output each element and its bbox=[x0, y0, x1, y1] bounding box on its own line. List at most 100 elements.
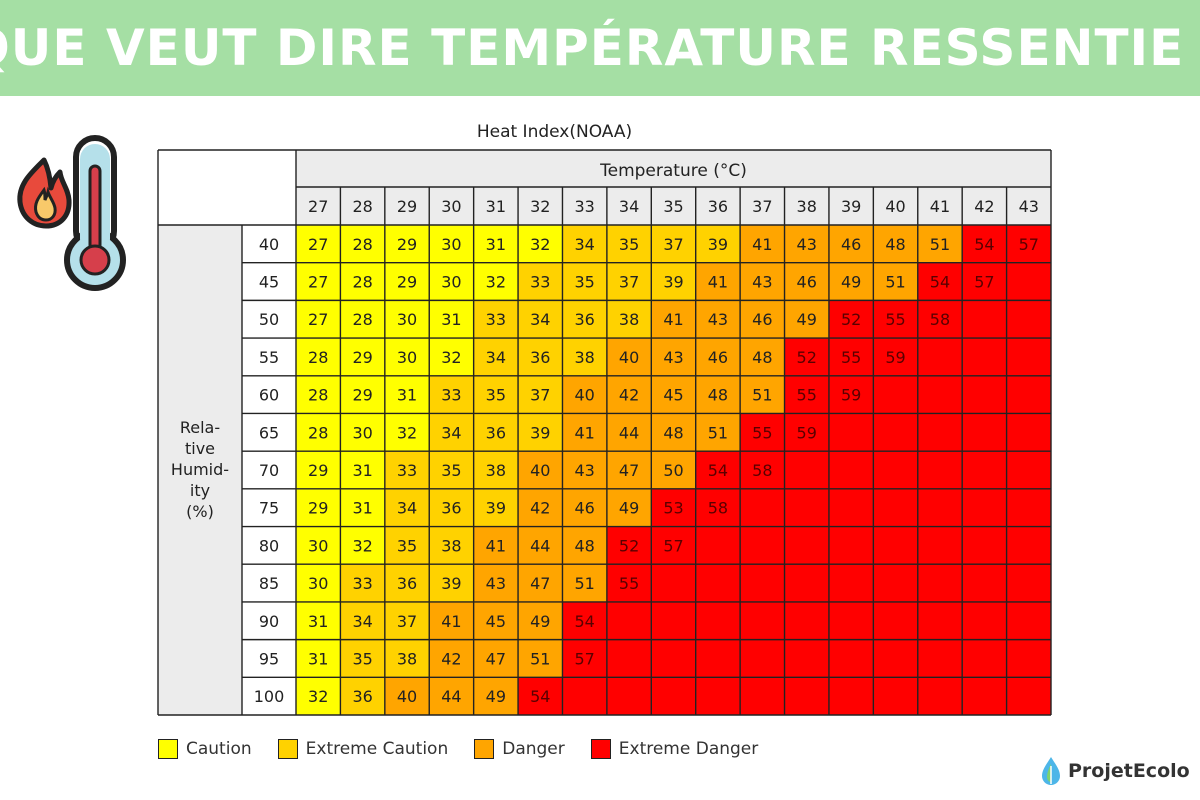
heat-cell-label: 45 bbox=[486, 612, 506, 631]
heat-cell-label: 31 bbox=[486, 235, 506, 254]
heat-cell bbox=[962, 677, 1007, 715]
heat-cell bbox=[429, 262, 474, 301]
heat-cell-label: 35 bbox=[486, 386, 506, 405]
heat-cell bbox=[518, 338, 563, 376]
heat-cell-label: 27 bbox=[308, 310, 328, 329]
heat-cell bbox=[828, 262, 874, 301]
thermometer-fire-icon bbox=[17, 135, 126, 291]
heat-cell-label: 59 bbox=[885, 348, 905, 367]
heat-cell bbox=[340, 488, 385, 527]
heat-cell bbox=[873, 225, 918, 263]
heat-cell-label: 27 bbox=[308, 273, 328, 292]
heat-cell-label: 41 bbox=[708, 273, 728, 292]
legend-swatch-extreme-danger bbox=[590, 739, 611, 759]
heat-cell-label: 36 bbox=[530, 348, 550, 367]
y-tick-label: 65 bbox=[259, 423, 279, 442]
heat-cell-label: 43 bbox=[574, 461, 594, 480]
heat-cell-label: 37 bbox=[619, 273, 639, 292]
heat-cell bbox=[518, 639, 563, 678]
legend-label-extreme-caution: Extreme Caution bbox=[305, 739, 449, 759]
heat-cell bbox=[917, 601, 963, 640]
heat-cell bbox=[784, 526, 829, 565]
heat-cell-label: 35 bbox=[619, 235, 639, 254]
heat-cell bbox=[917, 639, 963, 678]
brand-logo[interactable]: ProjetEcolo bbox=[1040, 756, 1190, 786]
heat-cell-label: 38 bbox=[441, 536, 461, 555]
heat-cell bbox=[296, 677, 341, 715]
y-tick-label: 50 bbox=[259, 310, 279, 329]
heat-cell bbox=[518, 262, 563, 301]
heat-cell-label: 43 bbox=[797, 235, 817, 254]
heat-cell bbox=[784, 677, 829, 715]
x-tick-label: 39 bbox=[841, 197, 861, 216]
heat-cell bbox=[651, 375, 696, 414]
heat-cell bbox=[740, 375, 785, 414]
heat-cell bbox=[296, 639, 341, 678]
leaf-drop-icon bbox=[1042, 757, 1060, 785]
heat-cell-label: 57 bbox=[574, 649, 594, 668]
heat-cell bbox=[340, 375, 385, 414]
heat-cell-label: 39 bbox=[486, 499, 506, 518]
heat-cell-label: 54 bbox=[930, 273, 950, 292]
heat-cell bbox=[917, 300, 963, 339]
heat-cell-label: 30 bbox=[397, 348, 417, 367]
heat-cell bbox=[917, 225, 963, 263]
y-tick-label: 75 bbox=[259, 499, 279, 518]
heat-cell bbox=[384, 262, 430, 301]
heat-cell-label: 32 bbox=[397, 423, 417, 442]
heat-cell-label: 43 bbox=[708, 310, 728, 329]
heat-cell-label: 32 bbox=[530, 235, 550, 254]
x-tick-label: 35 bbox=[663, 197, 683, 216]
heat-cell-label: 44 bbox=[441, 687, 461, 706]
heat-cell-label: 49 bbox=[486, 687, 506, 706]
heat-cell bbox=[917, 413, 963, 452]
x-tick-label: 42 bbox=[974, 197, 994, 216]
legend-item-danger: Danger bbox=[474, 739, 565, 759]
heat-cell bbox=[562, 564, 607, 602]
heat-cell bbox=[606, 413, 652, 452]
heat-cell bbox=[473, 375, 519, 414]
heat-cell bbox=[340, 677, 385, 715]
heat-cell-label: 55 bbox=[797, 386, 817, 405]
heat-cell bbox=[562, 262, 607, 301]
heat-cell bbox=[962, 451, 1007, 489]
heat-cell bbox=[562, 601, 607, 640]
heat-cell bbox=[962, 488, 1007, 527]
x-axis-label: Temperature (°C) bbox=[599, 161, 747, 181]
heat-cell-label: 41 bbox=[486, 536, 506, 555]
x-tick-label: 34 bbox=[619, 197, 639, 216]
heat-cell bbox=[740, 564, 785, 602]
heat-cell bbox=[562, 300, 607, 339]
heat-cell-label: 28 bbox=[308, 386, 328, 405]
heat-cell bbox=[651, 488, 696, 527]
heat-cell-label: 45 bbox=[663, 386, 683, 405]
y-tick-label: 80 bbox=[259, 536, 279, 555]
heat-cell-label: 41 bbox=[752, 235, 772, 254]
heat-cell bbox=[740, 300, 785, 339]
heat-cell-label: 35 bbox=[441, 461, 461, 480]
heat-cell bbox=[873, 262, 918, 301]
heat-cell-label: 37 bbox=[397, 612, 417, 631]
heat-cell bbox=[917, 262, 963, 301]
heat-cell bbox=[340, 526, 385, 565]
heat-cell bbox=[1006, 338, 1051, 376]
x-tick-label: 31 bbox=[486, 197, 506, 216]
heat-cell-label: 54 bbox=[974, 235, 994, 254]
heat-cell-label: 34 bbox=[574, 235, 594, 254]
heat-cell bbox=[518, 451, 563, 489]
heat-cell-label: 30 bbox=[441, 273, 461, 292]
heat-cell-label: 52 bbox=[841, 310, 861, 329]
heat-cell-label: 55 bbox=[841, 348, 861, 367]
heat-cell-label: 57 bbox=[1019, 235, 1039, 254]
heat-cell-label: 28 bbox=[352, 235, 372, 254]
heat-cell bbox=[340, 413, 385, 452]
heat-cell bbox=[962, 375, 1007, 414]
heat-cell bbox=[917, 451, 963, 489]
heat-cell bbox=[962, 564, 1007, 602]
heat-cell bbox=[917, 488, 963, 527]
heat-cell-label: 32 bbox=[308, 687, 328, 706]
heat-cell bbox=[695, 488, 741, 527]
heat-cell bbox=[917, 564, 963, 602]
heat-cell-label: 59 bbox=[797, 423, 817, 442]
heat-cell-label: 40 bbox=[619, 348, 639, 367]
